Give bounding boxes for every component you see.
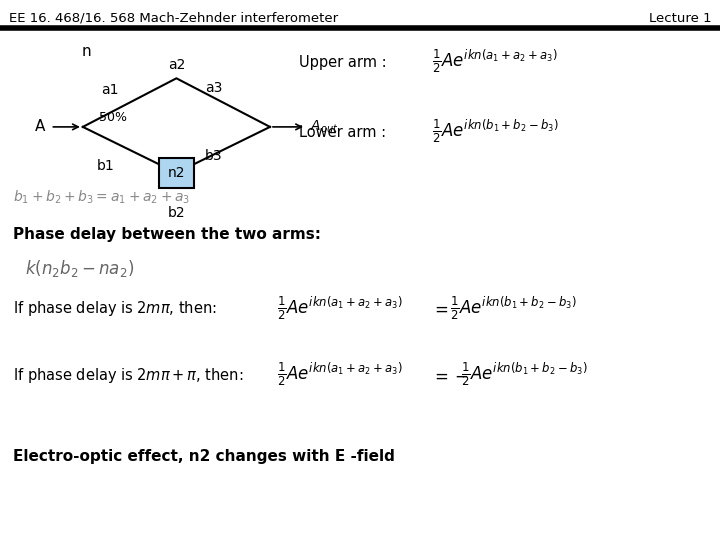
Text: EE 16. 468/16. 568 Mach-Zehnder interferometer: EE 16. 468/16. 568 Mach-Zehnder interfer… bbox=[9, 12, 338, 25]
Bar bbox=[159, 158, 194, 187]
Text: a2: a2 bbox=[168, 58, 185, 72]
Text: $\frac{1}{2}Ae^{ikn(a_1+a_2+a_3)}$: $\frac{1}{2}Ae^{ikn(a_1+a_2+a_3)}$ bbox=[277, 361, 403, 389]
Text: Electro-optic effect, n2 changes with E -field: Electro-optic effect, n2 changes with E … bbox=[13, 449, 395, 464]
Text: $A_{out}$: $A_{out}$ bbox=[310, 119, 338, 135]
Text: $k(n_2 b_2 - na_2)$: $k(n_2 b_2 - na_2)$ bbox=[25, 259, 135, 279]
Text: b2: b2 bbox=[168, 206, 185, 220]
Text: If phase delay is $2m\pi +\pi$, then:: If phase delay is $2m\pi +\pi$, then: bbox=[13, 366, 243, 385]
Text: 50%: 50% bbox=[99, 111, 127, 124]
Text: $\frac{1}{2}Ae^{ikn(b_1+b_2-b_3)}$: $\frac{1}{2}Ae^{ikn(b_1+b_2-b_3)}$ bbox=[432, 118, 559, 146]
Text: a3: a3 bbox=[205, 80, 222, 94]
Text: n2: n2 bbox=[168, 166, 185, 180]
Text: A: A bbox=[35, 119, 45, 134]
Text: $\frac{1}{2}Ae^{ikn(a_1+a_2+a_3)}$: $\frac{1}{2}Ae^{ikn(a_1+a_2+a_3)}$ bbox=[277, 295, 403, 323]
Text: b3: b3 bbox=[205, 149, 222, 163]
Text: n: n bbox=[81, 44, 91, 59]
Text: Lower arm :: Lower arm : bbox=[299, 125, 386, 140]
Text: $= -$: $= -$ bbox=[431, 366, 469, 384]
Text: $=$: $=$ bbox=[431, 300, 448, 318]
Text: $\frac{1}{2}Ae^{ikn(b_1+b_2-b_3)}$: $\frac{1}{2}Ae^{ikn(b_1+b_2-b_3)}$ bbox=[450, 295, 577, 323]
Text: $\frac{1}{2}Ae^{ikn(a_1+a_2+a_3)}$: $\frac{1}{2}Ae^{ikn(a_1+a_2+a_3)}$ bbox=[432, 48, 558, 76]
Text: Phase delay between the two arms:: Phase delay between the two arms: bbox=[13, 227, 321, 242]
Text: If phase delay is $2m\pi$, then:: If phase delay is $2m\pi$, then: bbox=[13, 299, 217, 319]
Text: $\frac{1}{2}Ae^{ikn(b_1+b_2-b_3)}$: $\frac{1}{2}Ae^{ikn(b_1+b_2-b_3)}$ bbox=[461, 361, 588, 389]
Text: a1: a1 bbox=[101, 83, 118, 97]
Text: $b_1 + b_2 + b_3 = a_1 + a_2 + a_3$: $b_1 + b_2 + b_3 = a_1 + a_2 + a_3$ bbox=[13, 188, 190, 206]
Text: Lecture 1: Lecture 1 bbox=[649, 12, 711, 25]
Text: b1: b1 bbox=[97, 159, 115, 173]
Text: Upper arm :: Upper arm : bbox=[299, 55, 387, 70]
